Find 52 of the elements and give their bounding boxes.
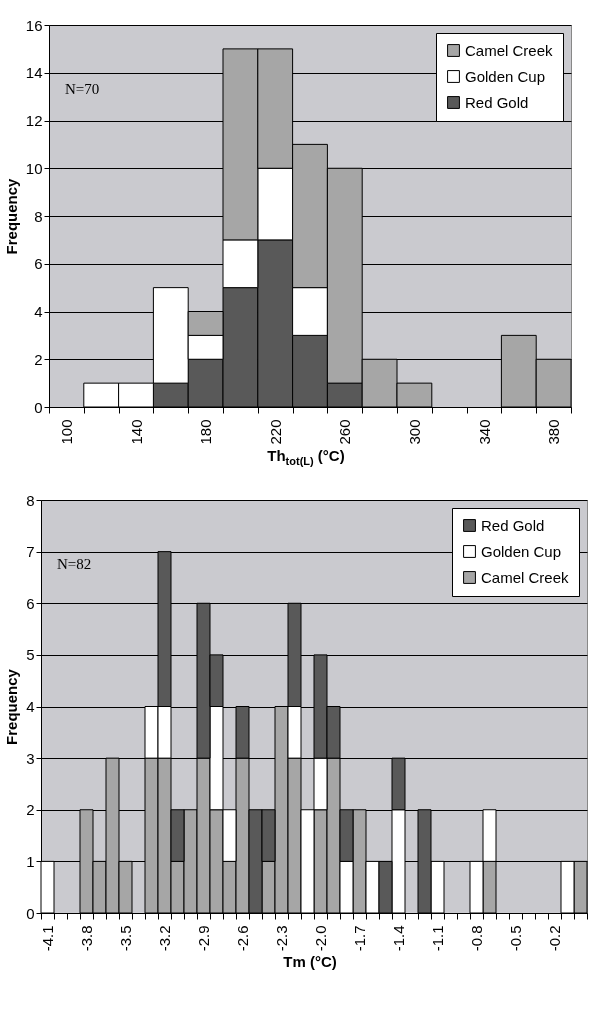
y-tick-label: 1 <box>26 852 35 870</box>
y-tick-label: 4 <box>26 698 35 715</box>
y-tick-label: 8 <box>26 491 35 509</box>
x-tick-label: -3.8 <box>78 925 95 952</box>
legend-label: Red Gold <box>481 516 545 534</box>
y-tick-label: 5 <box>26 646 35 664</box>
legend-label: Camel Creek <box>481 568 570 586</box>
annotation: N=82 <box>57 556 92 572</box>
x-tick-label: -3.2 <box>156 925 173 952</box>
y-tick-label: 16 <box>25 16 43 34</box>
x-tick-label: 220 <box>266 419 284 445</box>
x-tick-label: 140 <box>127 419 145 445</box>
x-tick-label: -1.1 <box>429 925 446 952</box>
x-tick-label: 300 <box>405 419 423 445</box>
y-axis-title: Frequency <box>3 668 21 745</box>
x-tick-label: 260 <box>336 419 354 445</box>
annotation: N=70 <box>65 81 100 97</box>
y-tick-label: 6 <box>26 594 35 612</box>
y-tick-label: 6 <box>34 255 43 273</box>
x-tick-label: 340 <box>475 419 493 445</box>
y-tick-label: 0 <box>34 398 43 416</box>
legend-label: Red Gold <box>465 93 529 111</box>
x-tick-label: 100 <box>57 419 75 445</box>
x-tick-label: 180 <box>197 419 215 445</box>
x-tick-label: -1.4 <box>390 925 407 952</box>
y-tick-label: 12 <box>25 112 43 129</box>
x-tick-label: -2.6 <box>234 925 251 952</box>
legend-label: Golden Cup <box>465 67 546 85</box>
x-tick-label: -4.1 <box>39 925 56 952</box>
x-tick-label: -0.2 <box>546 925 563 952</box>
y-tick-label: 10 <box>25 159 43 177</box>
legend-label: Camel Creek <box>465 41 554 59</box>
x-tick-label: 380 <box>545 419 563 445</box>
x-tick-label: -2.0 <box>312 925 329 952</box>
y-tick-label: 14 <box>25 64 43 82</box>
x-tick-label: -2.9 <box>195 925 212 952</box>
y-tick-label: 4 <box>34 303 43 320</box>
x-axis-title: Th$_{tot(L)}$ (°C) <box>266 447 346 469</box>
y-tick-label: 8 <box>34 207 43 225</box>
y-tick-label: 2 <box>26 801 35 819</box>
x-tick-label: -0.8 <box>468 925 485 952</box>
x-tick-label: -3.5 <box>117 925 134 952</box>
y-tick-label: 2 <box>34 350 43 368</box>
x-tick-label: -0.5 <box>507 925 524 952</box>
y-axis-title: Frequency <box>2 177 20 255</box>
legend-label: Golden Cup <box>481 542 562 560</box>
x-tick-label: -1.7 <box>351 925 368 952</box>
x-axis-title: Tm (°C) <box>282 953 338 972</box>
x-tick-label: -2.3 <box>273 925 290 952</box>
y-tick-label: 0 <box>26 904 35 922</box>
y-tick-label: 3 <box>26 749 35 767</box>
y-tick-label: 7 <box>26 543 35 561</box>
